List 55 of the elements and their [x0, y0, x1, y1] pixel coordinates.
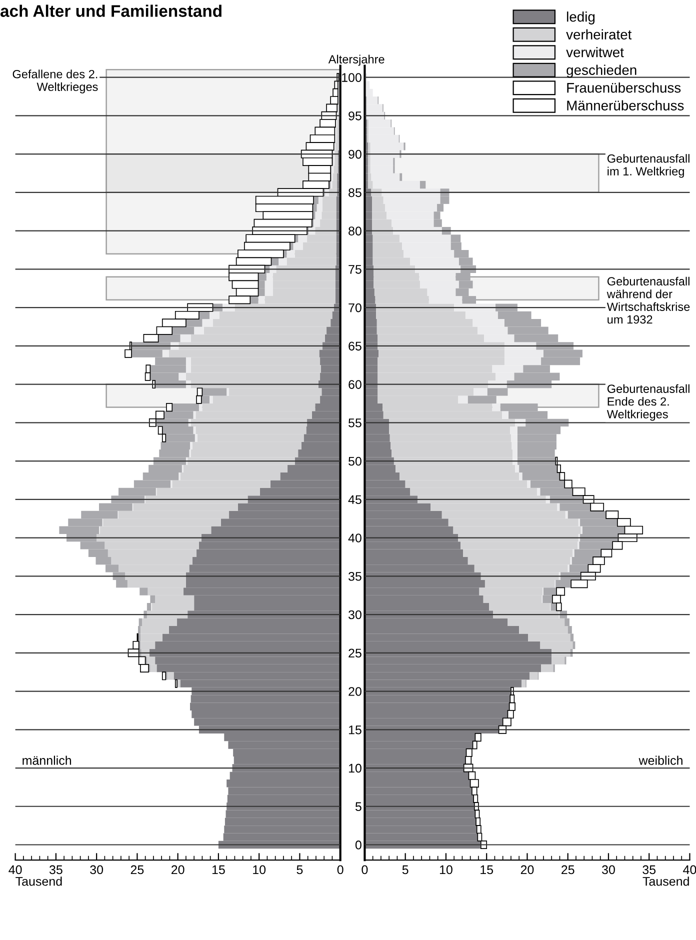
x-tick-label: 10 [440, 865, 452, 874]
band-label: Geburtenausfall im 1. Weltkrieg [607, 154, 690, 178]
x-tick-label: 10 [253, 865, 266, 874]
y-tick-label: 85 [348, 188, 362, 198]
y-tick-label: 80 [348, 226, 362, 236]
y-tick-label: 35 [348, 572, 362, 581]
y-tick-label: 0 [355, 840, 362, 850]
x-tick-label: 0 [362, 865, 368, 874]
text: Männerüberschuss [567, 100, 684, 110]
y-tick-label: 40 [348, 534, 362, 542]
band-label: Gefallene des 2. Weltkrieges [12, 70, 98, 94]
y-tick-label: 50 [348, 456, 362, 466]
legend-label: Frauenüberschuss [567, 82, 681, 93]
y-tick-label: 45 [348, 495, 362, 504]
legend-label: ledig [567, 12, 595, 24]
x-tick-label: 15 [212, 865, 225, 874]
x-tick-label: 40 [683, 865, 696, 874]
y-tick-label: 20 [348, 687, 362, 696]
x-axis-title: Tausend [16, 876, 62, 886]
x-tick-label: 0 [337, 865, 344, 874]
x-axis-title: Tausend [642, 876, 689, 886]
y-axis-title: Altersjahre [328, 54, 384, 66]
y-tick-label: 15 [348, 726, 362, 734]
x-tick-label: 5 [402, 865, 408, 874]
y-tick-label: 10 [348, 764, 362, 773]
y-tick-label: 100 [342, 73, 362, 82]
chart-title: ach Alter und Familienstand [0, 4, 222, 17]
x-tick-label: 30 [90, 865, 104, 874]
x-tick-label: 5 [296, 865, 303, 874]
y-tick-label: 30 [348, 610, 362, 620]
legend-label: verwitwet [566, 47, 624, 58]
y-tick-label: 25 [348, 648, 362, 658]
x-tick-label: 20 [520, 865, 534, 874]
y-tick-label: 70 [348, 303, 362, 312]
x-tick-label: 25 [562, 865, 574, 874]
x-tick-label: 20 [172, 865, 184, 874]
y-tick-label: 75 [348, 265, 362, 274]
legend-label: geschieden [566, 64, 636, 78]
y-tick-label: 65 [348, 342, 362, 351]
x-tick-label: 30 [602, 865, 615, 874]
band-label: Geburtenausfall während der Wirtschaftskrise um 1932 [606, 276, 690, 324]
x-tick-label: 40 [8, 865, 22, 874]
x-tick-label: 15 [480, 865, 494, 874]
y-tick-label: 60 [348, 380, 362, 389]
x-tick-label: 35 [642, 865, 656, 874]
y-tick-label: 5 [355, 802, 362, 812]
y-tick-label: 55 [348, 418, 362, 428]
y-tick-label: 90 [348, 150, 362, 159]
annotation: männlich [22, 756, 72, 765]
annotation: weiblich [638, 756, 682, 765]
y-tick-label: 95 [348, 111, 362, 120]
band-label: Geburtenausfall Ende des 2. Weltkrieges [606, 384, 690, 421]
x-tick-label: 35 [49, 865, 62, 874]
x-tick-label: 25 [130, 865, 144, 874]
legend-label: verheiratet [566, 29, 632, 40]
